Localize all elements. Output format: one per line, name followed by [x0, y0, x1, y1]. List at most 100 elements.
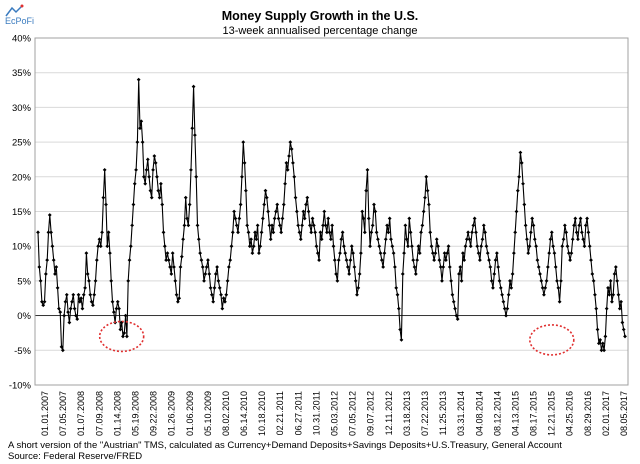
data-point	[377, 244, 382, 249]
data-point	[209, 292, 214, 297]
chart-subtitle: 13-week annualised percentage change	[222, 25, 418, 37]
data-point	[445, 251, 450, 256]
data-point	[213, 272, 218, 276]
data-point	[498, 285, 503, 290]
data-point	[185, 216, 189, 221]
data-point	[411, 258, 416, 262]
data-point	[212, 285, 217, 290]
data-point	[352, 265, 357, 269]
x-tick-label: 06.27.2011	[293, 391, 303, 435]
data-point	[386, 230, 391, 235]
data-point	[51, 258, 56, 262]
data-point	[89, 299, 94, 304]
data-point	[566, 251, 571, 256]
data-point	[70, 299, 74, 304]
data-point	[300, 223, 304, 228]
y-tick-label: 10%	[12, 242, 32, 253]
data-point	[594, 306, 599, 311]
data-point	[153, 161, 158, 165]
data-point	[611, 292, 616, 297]
data-point	[183, 195, 188, 200]
data-point	[359, 251, 363, 256]
data-point	[169, 272, 174, 276]
data-point	[313, 230, 318, 235]
data-point	[389, 237, 393, 242]
data-point	[458, 265, 463, 269]
data-point	[345, 265, 350, 269]
data-point	[275, 202, 280, 207]
data-point	[544, 279, 549, 283]
data-point	[510, 272, 515, 276]
data-point	[462, 258, 467, 262]
data-point	[128, 244, 133, 249]
data-point	[616, 292, 621, 297]
data-point	[480, 237, 485, 242]
data-point	[617, 306, 622, 311]
data-point	[511, 251, 516, 256]
data-point	[581, 237, 586, 242]
data-point	[58, 310, 63, 315]
data-point	[202, 279, 206, 283]
x-tick-label: 04.08.2014	[474, 391, 484, 436]
data-point	[41, 303, 46, 308]
data-point	[468, 244, 473, 249]
x-tick-label: 01.07.2008	[76, 391, 86, 436]
data-point	[225, 279, 230, 283]
data-point	[574, 230, 579, 235]
data-point	[400, 272, 405, 276]
data-point	[55, 285, 60, 290]
data-point	[570, 237, 575, 242]
y-axis-ticks: 40% 35% 30% 25% 20% 15% 10% 5% 0% -5% -10%	[9, 34, 32, 392]
data-point	[433, 251, 438, 256]
data-point	[564, 230, 569, 235]
data-point	[463, 244, 468, 249]
data-point	[449, 279, 454, 283]
data-point	[446, 244, 451, 249]
data-point	[251, 244, 256, 249]
x-tick-label: 07.05.2007	[58, 391, 68, 436]
data-point	[383, 237, 388, 242]
data-point	[513, 230, 518, 235]
data-point	[621, 327, 626, 332]
footnote-source: Source: Federal Reserve/FRED	[8, 451, 143, 462]
data-point	[374, 230, 379, 235]
data-point	[192, 133, 197, 138]
data-point	[344, 258, 349, 262]
data-point	[481, 223, 486, 228]
data-point	[361, 216, 366, 221]
data-point	[317, 258, 321, 262]
data-point	[38, 279, 43, 283]
data-point	[335, 279, 340, 283]
data-point	[310, 216, 315, 221]
data-point	[437, 258, 442, 262]
data-point	[623, 334, 627, 339]
data-point	[336, 258, 341, 262]
data-point	[121, 334, 125, 339]
data-point	[158, 181, 163, 186]
x-tick-label: 01.01.2007	[40, 391, 50, 436]
data-point	[226, 265, 231, 269]
data-point	[514, 209, 519, 214]
data-point	[308, 223, 312, 228]
data-point	[288, 140, 293, 144]
x-tick-label: 03.31.2014	[456, 391, 466, 436]
x-tick-label: 07.09.2008	[94, 391, 104, 436]
footnote-definition: A short version of the "Austrian" TMS, c…	[8, 440, 562, 451]
data-point	[557, 299, 562, 304]
data-point	[152, 154, 157, 158]
data-point	[509, 285, 514, 290]
data-point	[287, 154, 291, 158]
data-point	[314, 244, 319, 249]
data-point	[134, 167, 138, 172]
data-point	[195, 223, 200, 228]
data-point	[230, 230, 235, 235]
data-point	[402, 251, 406, 256]
data-point	[373, 209, 378, 214]
x-tick-label: 01.06.2009	[185, 391, 195, 436]
data-point	[151, 167, 155, 172]
data-point	[569, 251, 574, 256]
data-point	[579, 230, 584, 235]
data-point	[477, 258, 482, 262]
data-point	[207, 272, 212, 276]
data-point	[270, 223, 274, 228]
